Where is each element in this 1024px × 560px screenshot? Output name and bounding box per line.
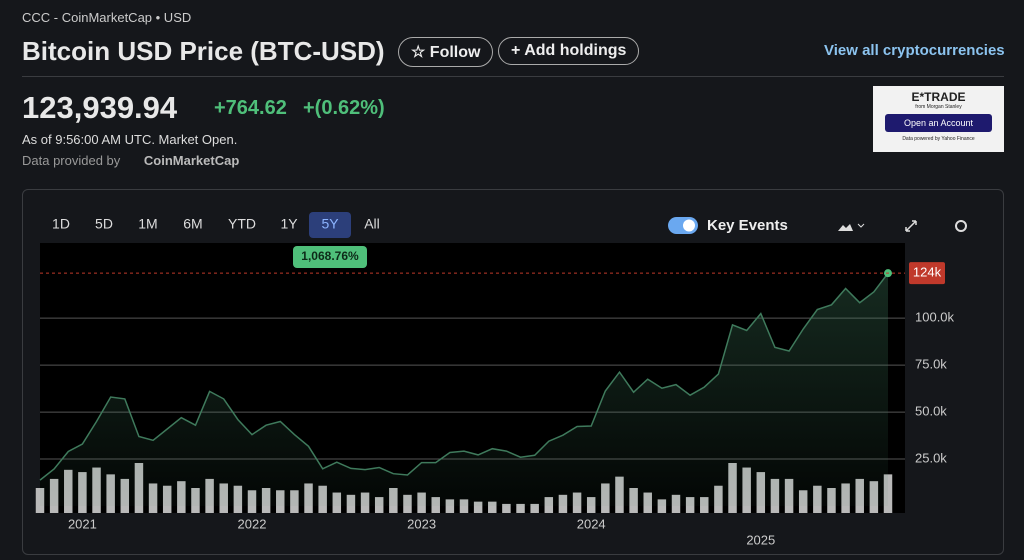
chart-type-icon[interactable] [838,224,853,231]
breadcrumb: CCC - CoinMarketCap • USD [22,10,192,25]
range-button[interactable]: 5D [95,216,113,232]
range-button[interactable]: YTD [228,216,256,232]
follow-label: Follow [429,44,481,61]
page-title: Bitcoin USD Price (BTC-USD) [22,36,385,66]
chart-panel [22,189,1004,555]
volume-bar [530,503,539,513]
y-tick-label: 50.0k [915,404,947,419]
y-tick-label: 100.0k [915,310,955,325]
toggle-knob [683,219,695,232]
y-tick-label: 25.0k [915,450,947,465]
ad-button[interactable]: Open an Account [885,114,992,132]
range-button[interactable]: 5Y [321,216,339,232]
price-change-percent: +(0.62%) [303,97,385,119]
divider [22,76,1004,77]
range-button[interactable]: All [364,216,380,232]
chevron [857,223,865,228]
ad[interactable]: E*TRADE from Morgan Stanley Open an Acco… [873,86,1004,152]
ad-brand: E*TRADE [911,90,966,104]
x-tick-label: 2021 [68,516,97,531]
as-of: As of 9:56:00 AM UTC. Market Open. [22,132,238,147]
x-tick-label: 2023 [407,516,436,531]
range-button[interactable]: 1D [52,216,70,232]
price-line [39,272,889,481]
expand-icon[interactable] [905,220,917,232]
provider: CoinMarketCap [143,153,240,168]
price-change: +764.62 [214,97,287,119]
provided-by-text: Data provided by [22,153,121,168]
area [40,273,888,506]
settings-icon[interactable] [955,220,967,232]
ad-sub: from Morgan Stanley [915,104,962,110]
volume-bar [657,499,667,513]
last-price-label: 124k [913,265,942,280]
volume-bar [459,499,469,513]
range-button[interactable]: 1M [138,216,157,232]
volume-bar [473,501,483,513]
range-change: 1,068.76% [301,249,359,263]
price: 123,939.94 [22,90,178,125]
x-tick-label: 2025 [746,532,775,547]
key-events-label: Key Events [707,217,788,234]
ad-note: Data powered by Yahoo Finance [902,136,975,142]
volume-bar [516,503,525,513]
add-holdings-button[interactable]: + Add holdings [498,37,640,65]
last-price-badge [909,262,945,285]
volume-bar [445,499,455,513]
volume-bar [502,503,511,513]
view-all-link[interactable]: View all cryptocurrencies [824,42,1005,59]
range-button[interactable]: 1Y [280,216,298,232]
range-button[interactable]: 6M [183,216,202,232]
active-range-bg [309,212,351,238]
range-change-badge [293,246,367,268]
follow-button[interactable]: ☆ Follow [398,37,494,67]
x-tick-label: 2024 [577,516,606,531]
volume-bar [488,501,497,513]
y-tick-label: 75.0k [915,357,947,372]
x-tick-label: 2022 [238,516,267,531]
add-holdings-label: Add holdings [524,42,627,59]
provided-by: Data provided by CoinMarketCap [22,153,239,168]
